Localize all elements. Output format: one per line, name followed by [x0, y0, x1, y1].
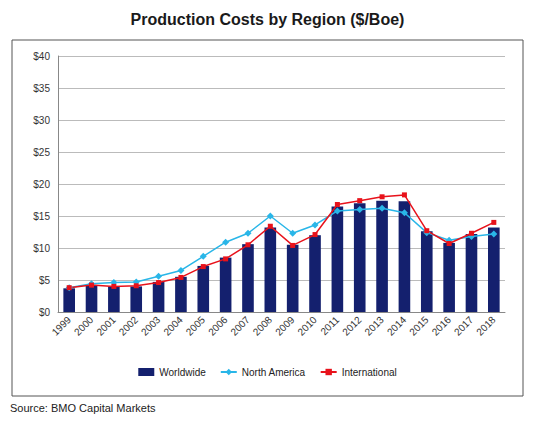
svg-text:$35: $35	[33, 83, 50, 94]
svg-text:2016: 2016	[430, 314, 454, 338]
svg-text:$10: $10	[33, 243, 50, 254]
svg-text:2005: 2005	[184, 314, 208, 338]
svg-text:$0: $0	[39, 307, 51, 318]
svg-text:2015: 2015	[407, 314, 431, 338]
svg-text:Production Costs by Region ($/: Production Costs by Region ($/Boe)	[131, 11, 405, 28]
svg-text:$20: $20	[33, 179, 50, 190]
svg-text:2001: 2001	[94, 314, 118, 338]
svg-text:Worldwide: Worldwide	[159, 367, 206, 378]
svg-text:2007: 2007	[228, 314, 252, 338]
svg-text:2017: 2017	[452, 314, 476, 338]
svg-text:2013: 2013	[362, 314, 386, 338]
svg-text:2011: 2011	[318, 314, 341, 337]
svg-text:2003: 2003	[139, 314, 163, 338]
svg-text:2008: 2008	[251, 314, 275, 338]
svg-text:International: International	[342, 367, 397, 378]
svg-text:2012: 2012	[340, 314, 364, 338]
svg-text:Source: BMO Capital Markets: Source: BMO Capital Markets	[10, 402, 156, 414]
svg-text:$40: $40	[33, 51, 50, 62]
svg-text:1999: 1999	[50, 314, 74, 338]
svg-text:2002: 2002	[117, 314, 141, 338]
svg-text:2009: 2009	[273, 314, 297, 338]
svg-text:2018: 2018	[474, 314, 498, 338]
svg-text:$5: $5	[39, 275, 51, 286]
svg-text:$25: $25	[33, 147, 50, 158]
svg-text:North America: North America	[242, 367, 306, 378]
svg-text:2010: 2010	[295, 314, 319, 338]
svg-text:2004: 2004	[161, 314, 185, 338]
svg-text:2006: 2006	[206, 314, 230, 338]
svg-text:$15: $15	[33, 211, 50, 222]
svg-text:2000: 2000	[72, 314, 96, 338]
svg-text:2014: 2014	[385, 314, 409, 338]
svg-text:$30: $30	[33, 115, 50, 126]
